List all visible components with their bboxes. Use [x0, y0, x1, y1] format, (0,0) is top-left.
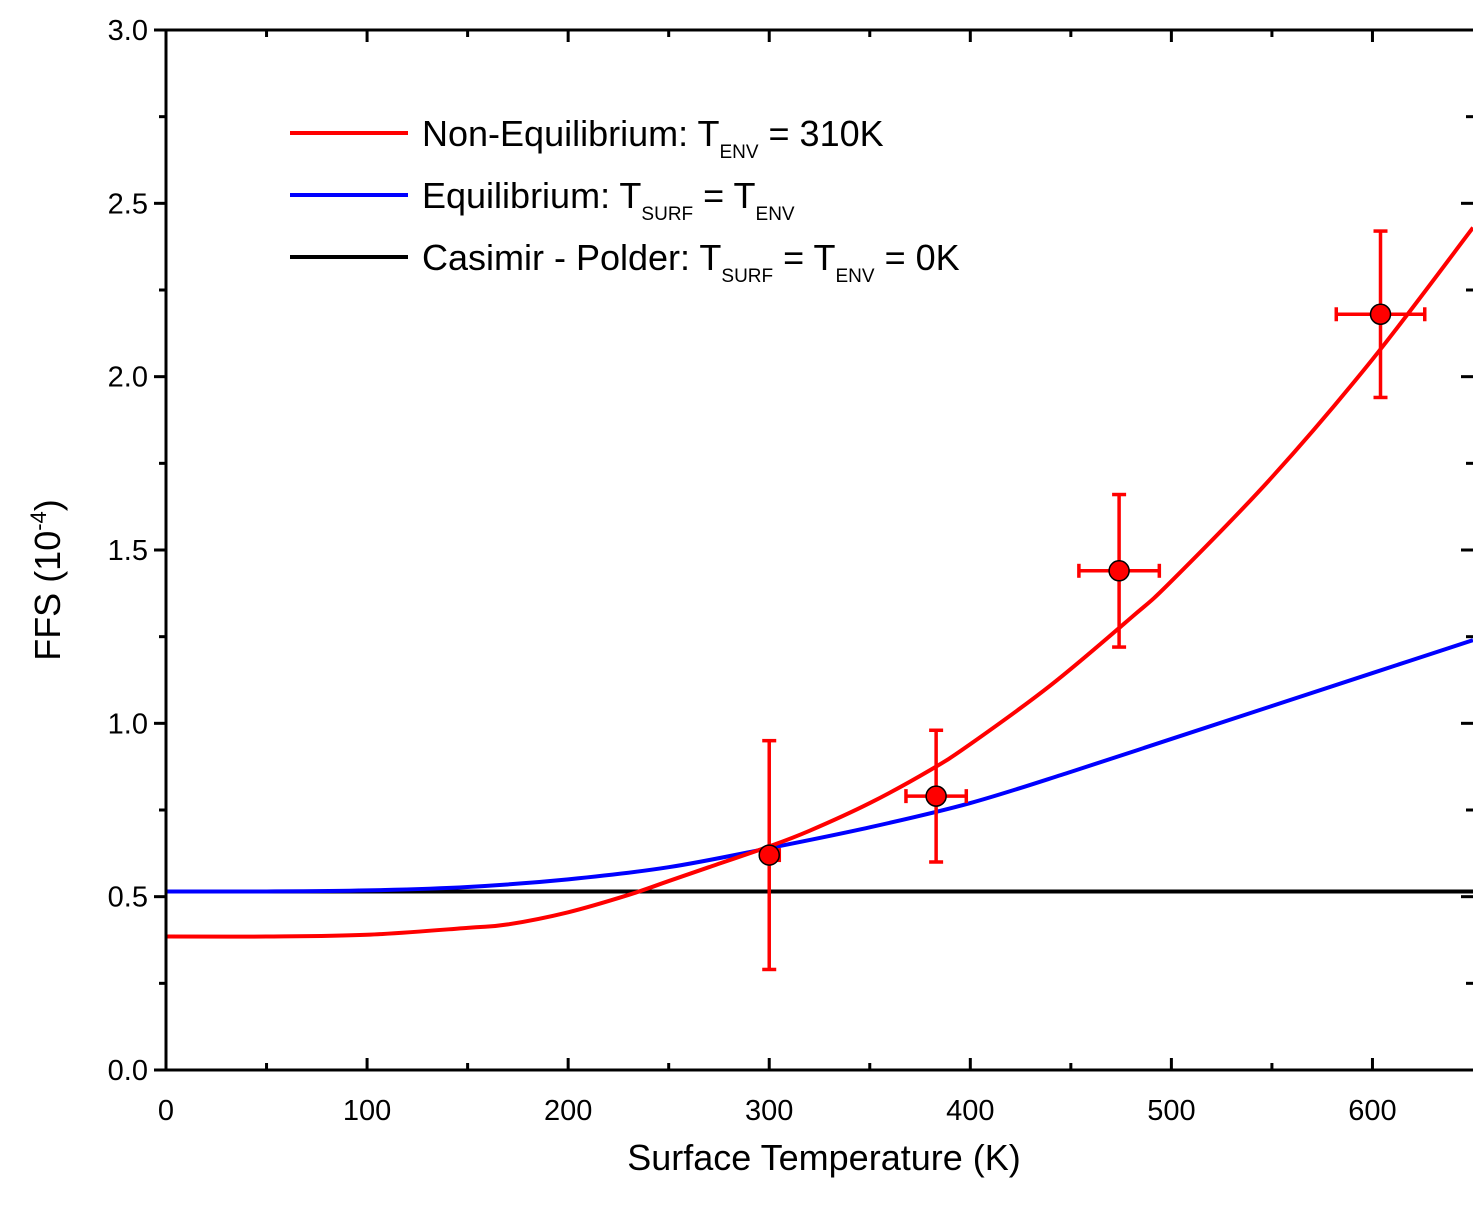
y-tick-label: 2.0	[108, 362, 148, 394]
x-tick-label: 600	[1348, 1095, 1396, 1127]
x-tick-label: 300	[745, 1095, 793, 1127]
x-tick-label: 500	[1147, 1095, 1195, 1127]
y-axis-title: FFS (10-4)	[26, 499, 68, 661]
y-tick-label: 1.5	[108, 535, 148, 567]
x-tick-label: 200	[544, 1095, 592, 1127]
y-tick-label: 0.0	[108, 1055, 148, 1087]
data-point-group	[904, 728, 969, 864]
legend: Non-Equilibrium: TENV = 310K Equilibrium:…	[290, 113, 960, 287]
data-point	[925, 785, 947, 807]
legend-label: Non-Equilibrium: TENV = 310K	[422, 113, 884, 163]
y-tick-label: 1.0	[108, 708, 148, 740]
y-tick-label: 3.0	[108, 15, 148, 47]
legend-label: Casimir - Polder: TSURF = TENV = 0K	[422, 237, 960, 287]
series-line-0	[166, 226, 1473, 939]
data-point-group	[758, 738, 782, 972]
data-point	[1369, 303, 1392, 326]
x-tick-label: 0	[158, 1095, 174, 1127]
y-tick-label: 2.5	[108, 188, 148, 220]
data-point	[1108, 560, 1130, 582]
data-point-group	[1334, 229, 1427, 400]
y-tick-label: 0.5	[108, 882, 148, 914]
data-point-group	[1077, 492, 1162, 649]
x-tick-label: 100	[343, 1095, 391, 1127]
data-point	[758, 844, 780, 866]
axes: 0 100 200 300 400 500 600 0.0 0.5 1.0 1.5 2.0 2.5 3.0	[108, 15, 1473, 1127]
legend-label: Equilibrium: TSURF = TENV​	[422, 175, 795, 225]
plot-frame	[164, 28, 1473, 1072]
series-line-1	[166, 638, 1473, 894]
x-axis-title: Surface Temperature (K)	[627, 1137, 1021, 1178]
x-tick-label: 400	[946, 1095, 994, 1127]
